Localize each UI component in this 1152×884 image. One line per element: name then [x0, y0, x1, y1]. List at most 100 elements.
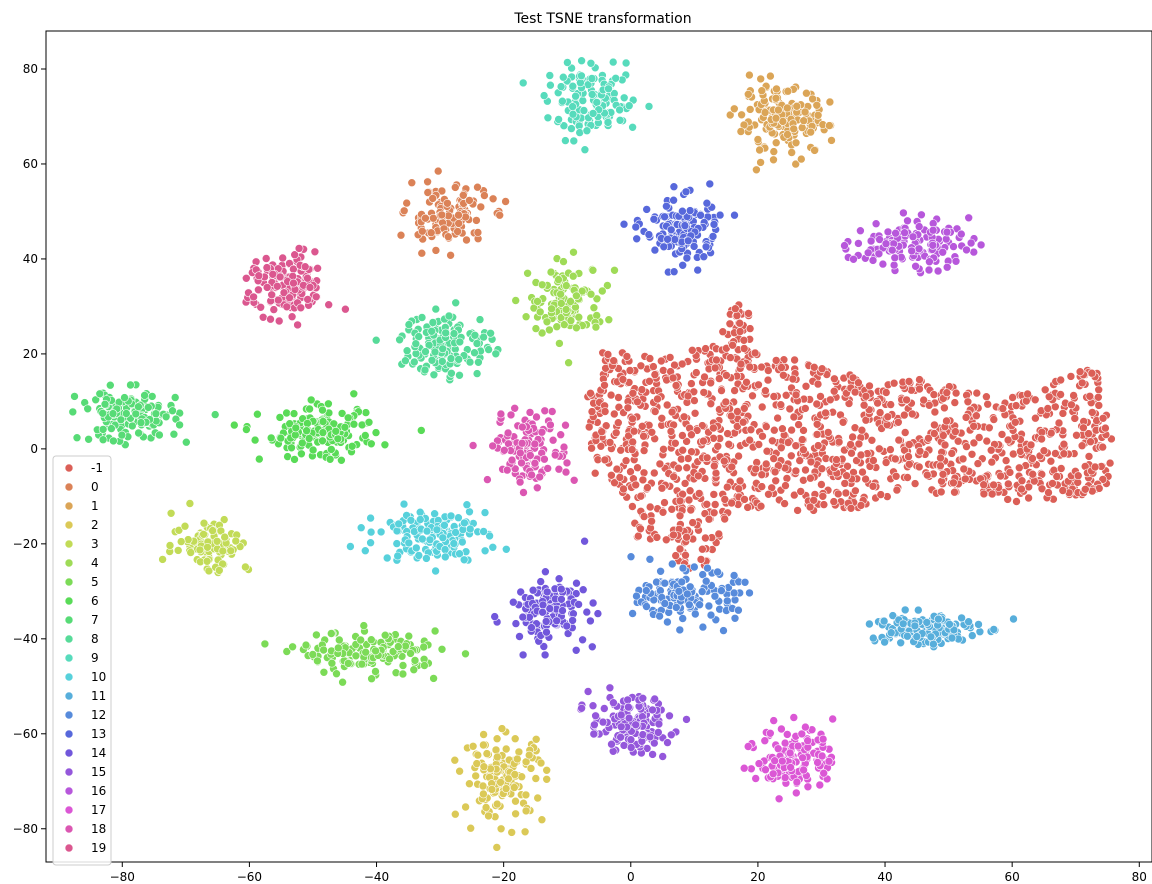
- point-cluster-16: [924, 265, 934, 275]
- point-cluster-11: [945, 619, 954, 629]
- point-cluster--1: [658, 507, 668, 517]
- point-cluster--1: [791, 390, 801, 400]
- point-cluster-16: [911, 261, 920, 271]
- point-cluster-4: [523, 268, 532, 278]
- point-cluster-14: [508, 597, 518, 607]
- point-cluster--1: [735, 327, 745, 336]
- point-cluster-6: [304, 434, 314, 443]
- point-cluster--1: [652, 533, 662, 542]
- point-cluster-18: [540, 454, 549, 464]
- point-cluster-17: [785, 748, 795, 758]
- point-cluster-16: [976, 240, 986, 250]
- legend-marker: [64, 615, 74, 625]
- point-cluster-15: [666, 730, 676, 740]
- y-tick-label: −40: [13, 632, 38, 646]
- point-cluster--1: [915, 446, 925, 456]
- point-cluster-2: [537, 815, 547, 825]
- point-cluster--1: [653, 394, 662, 404]
- point-cluster-5: [430, 626, 440, 636]
- point-cluster-2: [521, 806, 531, 816]
- point-cluster-14: [571, 645, 581, 655]
- point-cluster--1: [681, 550, 690, 560]
- legend-marker: [64, 748, 74, 758]
- point-cluster-6: [290, 430, 300, 440]
- point-cluster--1: [1028, 469, 1037, 479]
- point-cluster--1: [924, 400, 934, 410]
- y-tick-label: −60: [13, 727, 38, 741]
- point-cluster-18: [537, 427, 547, 437]
- point-cluster-13: [678, 206, 687, 216]
- point-cluster--1: [1101, 423, 1110, 433]
- point-cluster-18: [503, 428, 513, 438]
- point-cluster-9: [619, 93, 629, 103]
- point-cluster--1: [1098, 442, 1107, 452]
- point-cluster-2: [501, 784, 511, 793]
- point-cluster-8: [401, 356, 410, 366]
- point-cluster--1: [636, 524, 645, 534]
- point-cluster-9: [611, 74, 621, 83]
- point-cluster-7: [169, 429, 179, 439]
- point-cluster-10: [480, 546, 490, 556]
- point-cluster-10: [392, 539, 402, 548]
- point-cluster--1: [776, 443, 786, 453]
- point-cluster--1: [812, 419, 822, 429]
- point-cluster--1: [636, 491, 646, 501]
- point-cluster-6: [347, 441, 357, 451]
- point-cluster--1: [799, 445, 808, 455]
- point-cluster--1: [618, 375, 628, 384]
- point-cluster-6: [289, 409, 299, 418]
- point-cluster--1: [1023, 389, 1032, 399]
- point-cluster-2: [479, 730, 488, 739]
- point-cluster-15: [616, 710, 626, 720]
- point-cluster-12: [684, 600, 694, 610]
- point-cluster-1: [755, 145, 764, 155]
- point-cluster--1: [678, 445, 688, 455]
- point-cluster-15: [583, 687, 593, 696]
- point-cluster--1: [817, 364, 827, 374]
- point-cluster--1: [647, 427, 657, 437]
- point-cluster-5: [343, 659, 353, 668]
- point-cluster-12: [717, 586, 726, 595]
- point-cluster-9: [588, 109, 598, 118]
- point-cluster-14: [572, 578, 581, 588]
- point-cluster-4: [574, 312, 584, 322]
- point-cluster-2: [487, 785, 497, 794]
- point-cluster-10: [479, 527, 488, 536]
- point-cluster--1: [613, 418, 623, 428]
- point-cluster-12: [740, 577, 750, 587]
- legend-marker: [64, 558, 74, 568]
- legend-label: 13: [91, 727, 106, 741]
- point-cluster-17: [819, 768, 829, 778]
- point-cluster-7: [131, 409, 141, 419]
- point-cluster--1: [893, 417, 903, 427]
- point-cluster--1: [709, 508, 719, 518]
- point-cluster-1: [736, 127, 746, 136]
- point-cluster-15: [598, 717, 608, 727]
- point-cluster--1: [848, 432, 857, 442]
- point-cluster-16: [942, 227, 952, 237]
- point-cluster-12: [641, 586, 651, 595]
- point-cluster-15: [626, 735, 636, 745]
- point-cluster-9: [644, 102, 654, 111]
- point-cluster-8: [472, 339, 482, 348]
- point-cluster-7: [84, 434, 93, 444]
- point-cluster-13: [709, 220, 719, 229]
- point-cluster-4: [531, 324, 541, 333]
- point-cluster-18: [515, 477, 525, 487]
- point-cluster-13: [708, 232, 718, 241]
- point-cluster-17: [751, 774, 761, 783]
- point-cluster-4: [561, 281, 571, 290]
- point-cluster-16: [966, 238, 976, 248]
- point-cluster-17: [803, 782, 813, 792]
- point-cluster-3: [212, 536, 222, 546]
- point-cluster--1: [794, 420, 803, 429]
- point-cluster-1: [789, 124, 799, 134]
- point-cluster-15: [631, 720, 641, 730]
- point-cluster-12: [734, 605, 743, 615]
- point-cluster-7: [117, 430, 127, 440]
- point-cluster-1: [827, 136, 836, 145]
- point-cluster-13: [660, 212, 669, 222]
- point-cluster--1: [756, 501, 766, 511]
- point-cluster--1: [1067, 400, 1076, 410]
- point-cluster--1: [1046, 456, 1056, 466]
